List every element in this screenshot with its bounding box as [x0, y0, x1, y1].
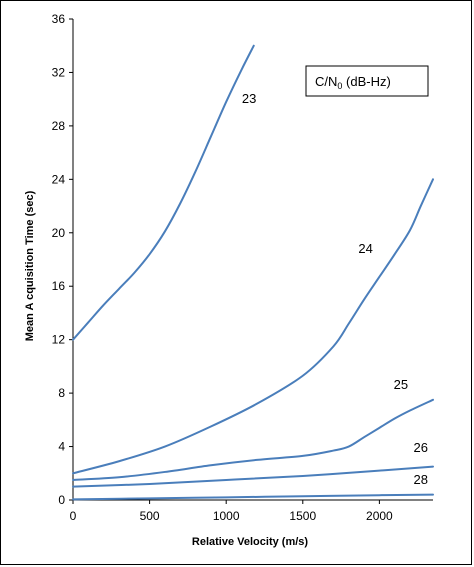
series-label-24: 24 — [358, 241, 372, 256]
legend-main: C/N — [315, 74, 337, 89]
y-tick-label: 8 — [58, 386, 65, 400]
y-tick-label: 24 — [52, 172, 66, 186]
series-label-26: 26 — [414, 440, 428, 455]
series-labels: 23 24 25 26 28 — [242, 91, 428, 487]
series-line-23 — [72, 44, 255, 341]
y-tick-label: 4 — [58, 440, 65, 454]
series-line-25 — [72, 398, 434, 481]
y-tick-label: 0 — [58, 493, 65, 507]
x-axis-title: Relative Velocity (m/s) — [192, 536, 308, 548]
y-tick-label: 28 — [52, 119, 66, 133]
series-label-23: 23 — [242, 91, 256, 106]
y-tick-label: 20 — [52, 226, 66, 240]
legend-unit: (dB-Hz) — [342, 74, 390, 89]
legend-sub: 0 — [337, 81, 342, 91]
x-tick-label: 1000 — [213, 509, 240, 523]
series-label-25: 25 — [394, 377, 408, 392]
x-tick-label: 0 — [70, 509, 77, 523]
legend-text: C/N0 (dB-Hz) — [315, 74, 391, 91]
x-tick-label: 1500 — [289, 509, 316, 523]
legend-box — [305, 65, 429, 97]
legend: C/N0 (dB-Hz) — [305, 65, 429, 97]
y-tick-label: 32 — [52, 65, 66, 79]
series-line-24 — [72, 178, 434, 475]
series-group — [72, 44, 434, 501]
y-tick-label: 36 — [52, 12, 66, 26]
series-label-28: 28 — [414, 472, 428, 487]
y-tick-label: 16 — [52, 279, 66, 293]
x-tick-label: 2000 — [366, 509, 393, 523]
y-axis: 0 4 8 12 16 20 24 28 32 36 — [52, 12, 74, 507]
y-tick-label: 12 — [52, 333, 66, 347]
y-axis-title: Mean A cquisition Time (sec) — [24, 190, 36, 341]
x-axis: 0 500 1000 1500 2000 — [70, 499, 433, 523]
series-line-28 — [72, 493, 434, 501]
series-line-26 — [72, 465, 434, 488]
x-tick-label: 500 — [140, 509, 160, 523]
